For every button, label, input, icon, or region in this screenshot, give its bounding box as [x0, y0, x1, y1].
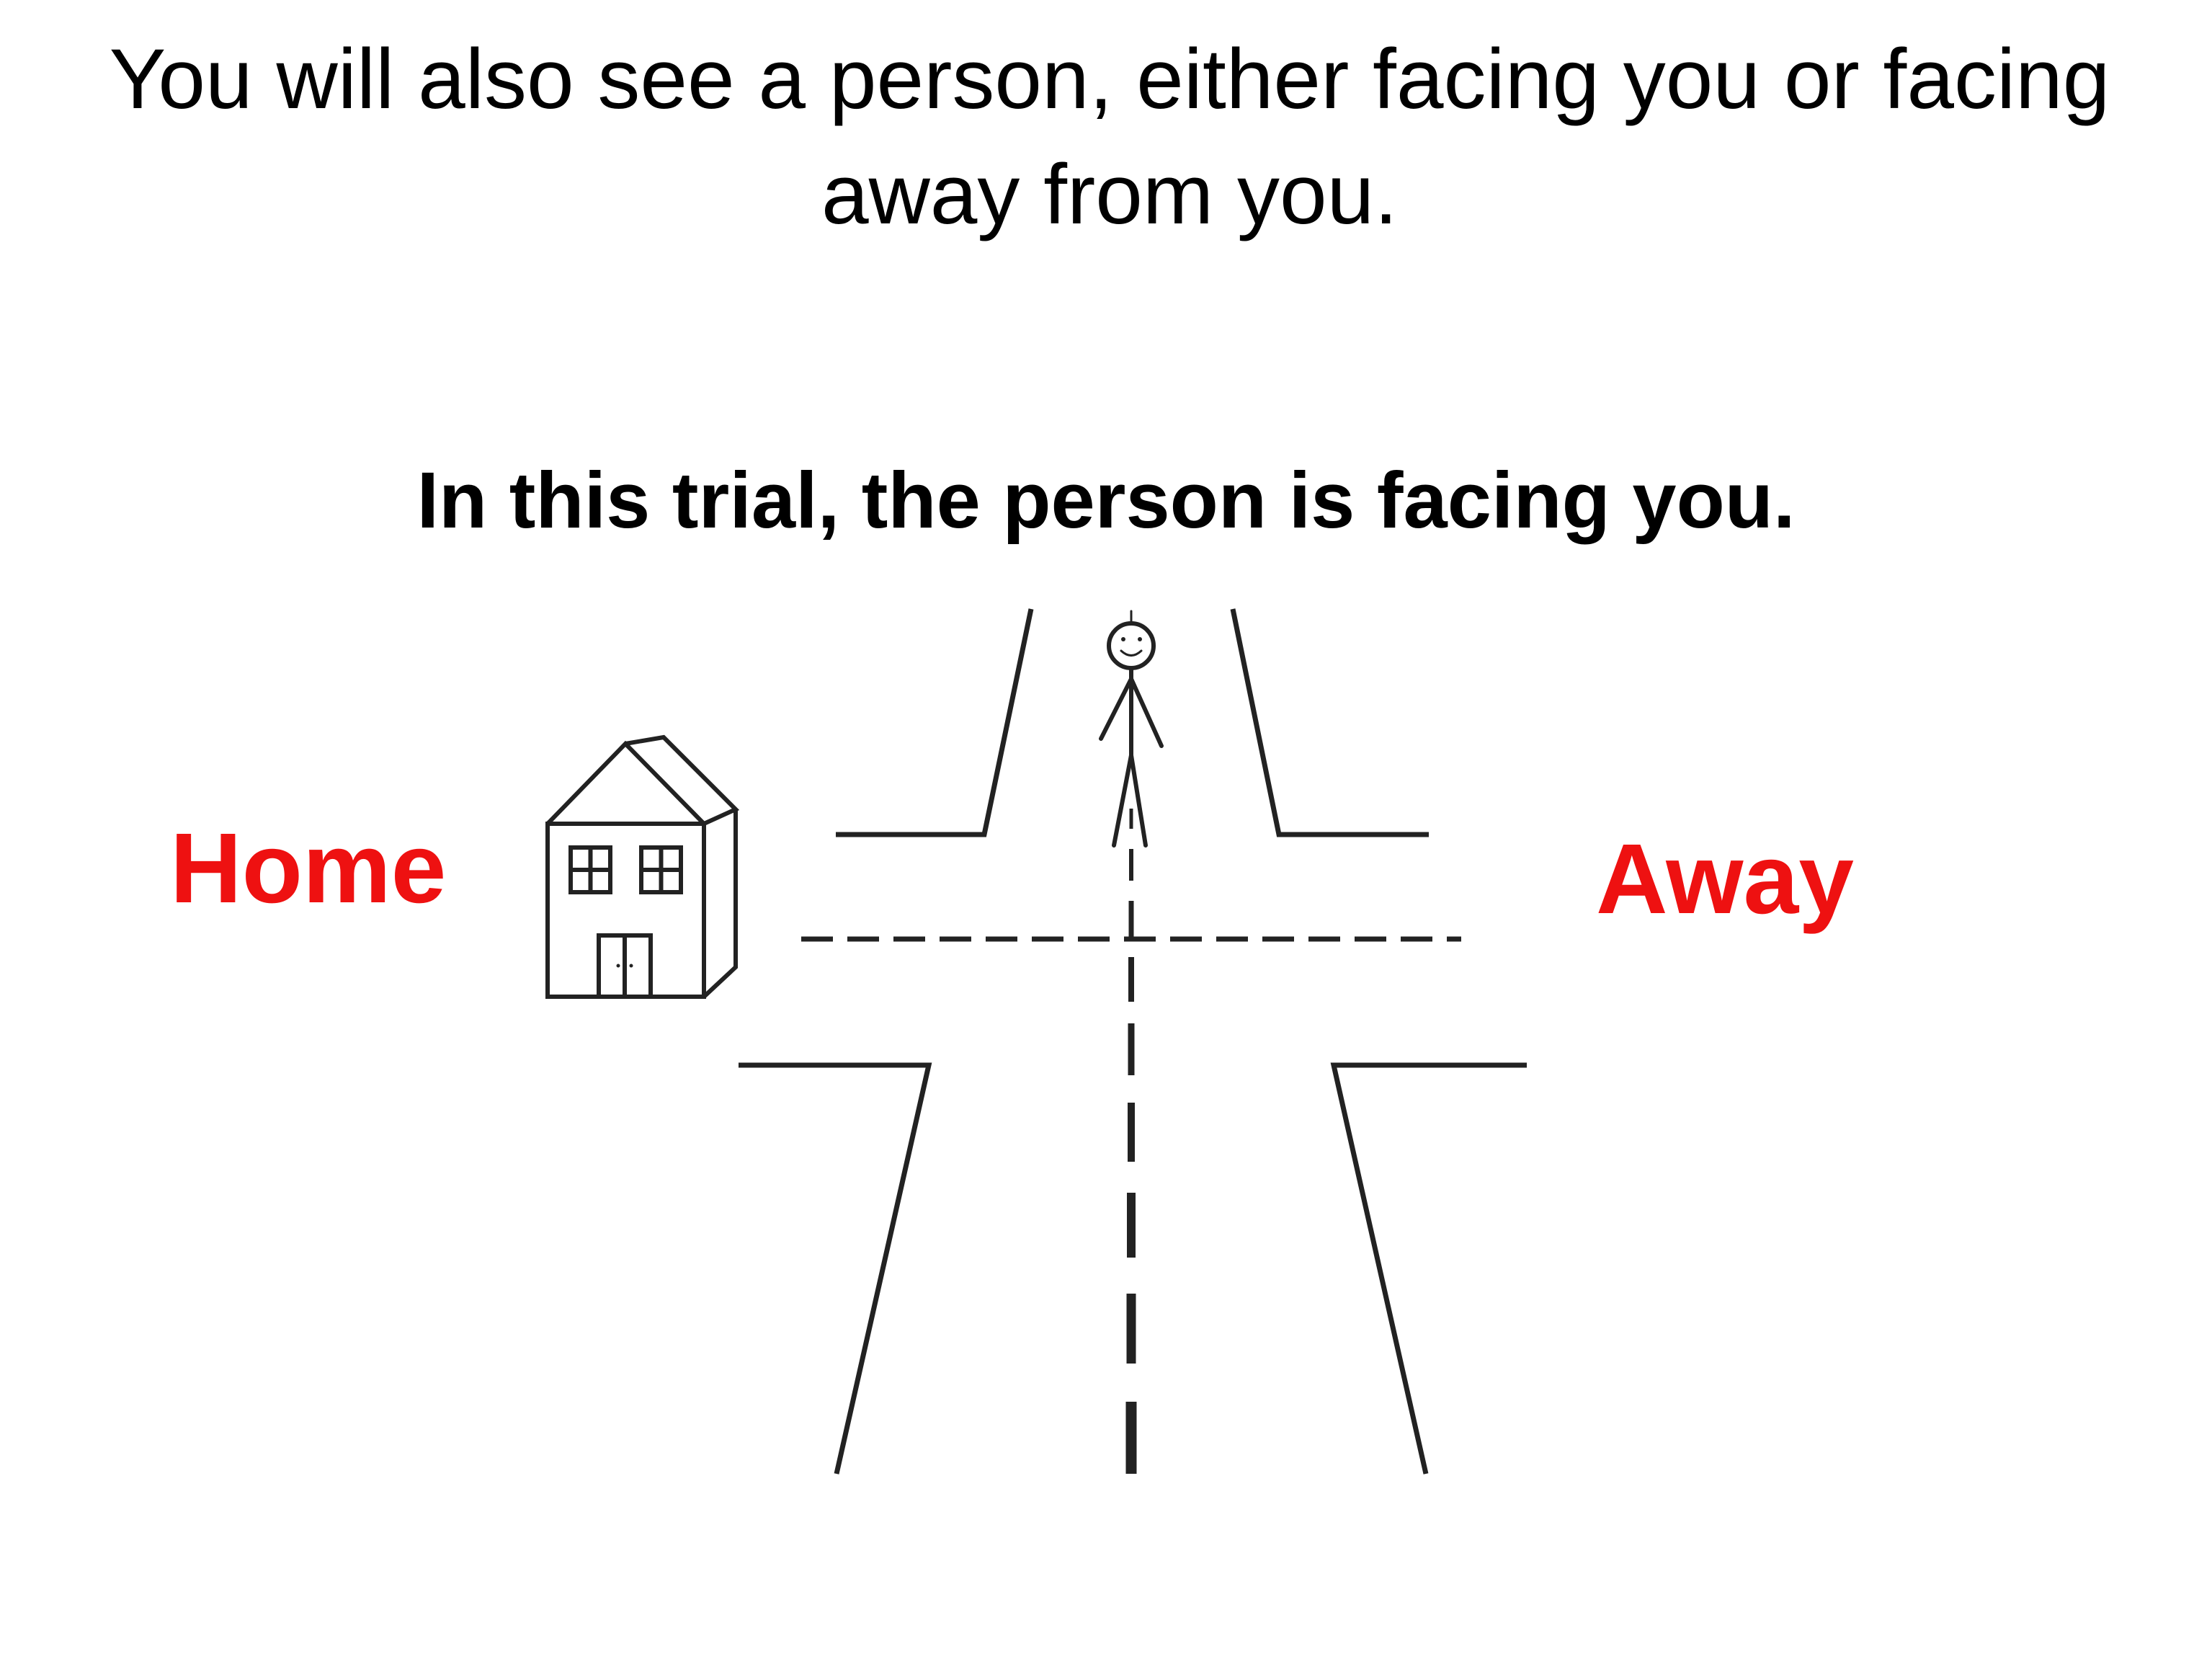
road-edge-lower-right — [1330, 1062, 1527, 1475]
road-edges — [739, 608, 1527, 1475]
trial-statement: In this trial, the person is facing you. — [416, 456, 1796, 545]
instruction-text: You will also see a person, either facin… — [109, 32, 2110, 242]
road-edge-upper-left — [836, 608, 1034, 837]
away-label: Away — [1596, 824, 1855, 935]
road-edge-lower-left — [739, 1062, 932, 1475]
road-edge-upper-right — [1230, 608, 1429, 837]
house-icon — [545, 734, 740, 999]
person-facing-icon — [1099, 610, 1164, 848]
home-label: Home — [170, 813, 447, 924]
